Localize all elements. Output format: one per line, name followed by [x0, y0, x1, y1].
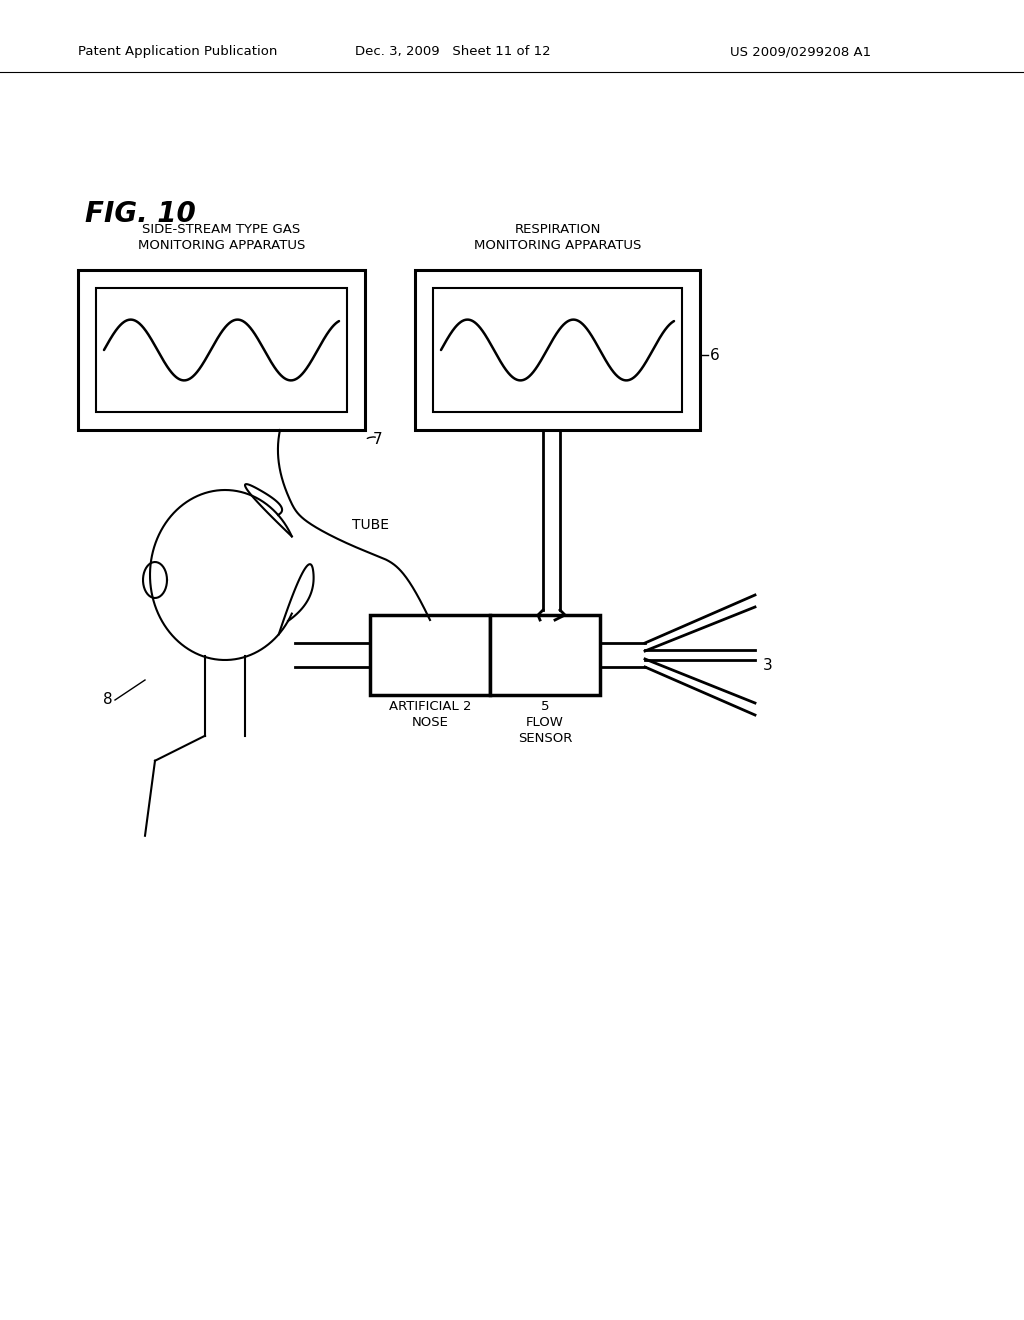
Bar — [370, 615, 490, 696]
Text: 3: 3 — [763, 657, 773, 672]
Text: ARTIFICIAL 2
NOSE: ARTIFICIAL 2 NOSE — [389, 700, 471, 729]
Bar — [433, 288, 682, 412]
Bar — [96, 288, 347, 412]
Text: US 2009/0299208 A1: US 2009/0299208 A1 — [730, 45, 871, 58]
Text: FIG. 10: FIG. 10 — [85, 201, 196, 228]
Text: TUBE: TUBE — [352, 517, 389, 532]
Text: 8: 8 — [103, 693, 113, 708]
Text: 5
FLOW
SENSOR: 5 FLOW SENSOR — [518, 700, 572, 744]
Bar — [415, 271, 700, 430]
Text: 7: 7 — [373, 432, 383, 447]
Text: RESPIRATION
MONITORING APPARATUS: RESPIRATION MONITORING APPARATUS — [474, 223, 641, 252]
Text: Dec. 3, 2009   Sheet 11 of 12: Dec. 3, 2009 Sheet 11 of 12 — [355, 45, 551, 58]
Text: 6: 6 — [710, 347, 720, 363]
Text: SIDE-STREAM TYPE GAS
MONITORING APPARATUS: SIDE-STREAM TYPE GAS MONITORING APPARATU… — [138, 223, 305, 252]
Bar — [490, 615, 600, 696]
Text: Patent Application Publication: Patent Application Publication — [78, 45, 278, 58]
Bar — [78, 271, 365, 430]
